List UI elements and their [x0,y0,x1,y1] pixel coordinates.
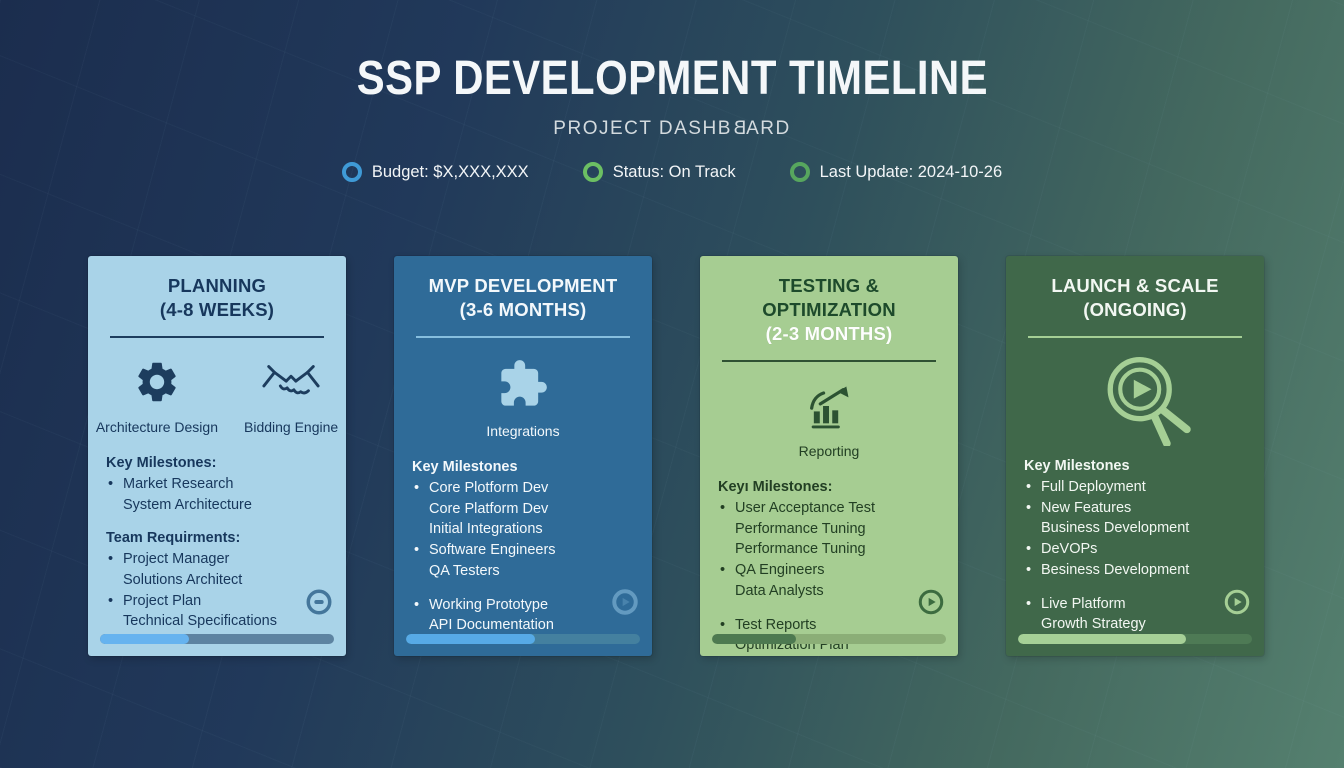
card-duration: (2-3 MONTHS) [765,323,893,345]
milestones-list: Key Milestones Core Plotform Dev Core Pl… [412,457,634,636]
icon-caption: Architecture Design [95,419,218,436]
icon-caption: Reporting [798,443,860,460]
last-update-label: Last Update: 2024-10-26 [819,162,1003,181]
milestone-item: Technical Specifications [123,613,277,630]
milestone-item: Initial Integrations [429,521,543,538]
milestones-list: Key Milestones Full Deployment New Featu… [1024,456,1246,635]
milestone-item: API Documentation [429,617,554,634]
chart-growth-icon [803,382,855,435]
budget-label: Budget: $X,XXX,XXX [371,162,529,181]
milestones-heading: Key Milestones [412,459,518,476]
milestone-item: Core Platform Dev [429,500,549,517]
milestone-item: Project Manager [106,549,328,570]
progress-fill [1018,634,1187,644]
status-badges-row: Budget: $X,XXX,XXX Status: On Track Last… [0,162,1344,182]
milestone-item: Data Analysts [735,582,824,599]
divider [416,336,630,339]
milestone-item: Performance Tuning [735,520,866,537]
team-requirements-heading: Team Requirments: [106,530,241,547]
progress-fill [406,634,535,644]
last-update-ring-icon [789,162,810,182]
milestones-heading: Key Milestones: [106,455,217,472]
divider [722,360,936,363]
play-cursor-icon [1090,357,1208,450]
card-duration: (4-8 WEEKS) [159,299,275,321]
play-circle-icon[interactable] [1223,588,1251,616]
status-label: Status: On Track [612,162,736,181]
budget-badge: Budget: $X,XXX,XXX [341,162,529,182]
dashboard-header: SSP DEVELOPMENT TIMELINE PROJECT DASHBBA… [0,0,1344,182]
milestone-item: Growth Strategy [1041,616,1146,633]
card-title: LAUNCH & SCALE [1051,275,1219,296]
milestone-item: Performance Tuning [735,541,866,558]
milestones-heading: Key Milestones [1024,458,1130,475]
milestone-item: Core Plotform Dev [412,478,634,499]
timeline-cards-row: PLANNING (4-8 WEEKS) Architecture Design [88,256,1268,656]
gear-icon [133,358,181,411]
milestone-item: Business Development [1041,520,1190,537]
milestone-item: DeVOPs [1024,539,1246,560]
handshake-icon [260,362,322,411]
last-update-badge: Last Update: 2024-10-26 [789,162,1003,182]
divider [110,336,324,339]
milestone-item: User Acceptance Test [718,498,940,519]
milestone-item: QA Testers [429,562,500,579]
milestone-item: Working Prototype [412,595,634,616]
play-circle-icon[interactable] [611,588,639,616]
milestone-item: Market Research [106,474,328,495]
progress-bar [100,634,334,644]
milestones-list: Key Milestones: Market Research System A… [106,453,328,632]
milestone-item: Solutions Architect [123,571,243,588]
card-duration: (ONGOING) [1083,299,1187,321]
milestone-item: QA Engineers [718,560,940,581]
milestone-item: Live Platform [1024,594,1246,615]
minus-circle-icon[interactable] [305,588,333,616]
card-launch-scale: LAUNCH & SCALE (ONGOING) Key Milestones … [1006,256,1264,656]
milestone-item: Full Deployment [1024,477,1246,498]
status-ring-icon [582,162,603,182]
card-testing-optimization: TESTING & OPTIMIZATION (2-3 MONTHS) [700,256,958,656]
divider [1028,336,1242,339]
milestone-item: Software Engineers [412,540,634,561]
page-subtitle: PROJECT DASHBBARD [553,118,791,139]
card-duration: (3-6 MONTHS) [459,299,587,321]
play-circle-icon[interactable] [917,588,945,616]
progress-fill [100,634,189,644]
progress-bar [1018,634,1252,644]
mirrored-b-glyph: B [731,118,747,139]
icon-caption: Integrations [486,423,560,440]
status-badge: Status: On Track [582,162,736,182]
progress-bar [712,634,946,644]
card-title: PLANNING [167,275,267,296]
card-mvp-development: MVP DEVELOPMENT (3-6 MONTHS) Integration… [394,256,652,656]
progress-fill [712,634,797,644]
milestones-list: Keyı Milestones: User Acceptance Test Pe… [718,477,940,656]
card-title: MVP DEVELOPMENT [428,275,618,296]
page-title: SSP DEVELOPMENT TIMELINE [356,49,988,105]
milestones-heading: Keyı Milestones: [718,479,833,496]
milestone-item: Besiness Development [1024,560,1246,581]
milestone-item: Project Plan [106,591,328,612]
card-planning: PLANNING (4-8 WEEKS) Architecture Design [88,256,346,656]
card-title: TESTING & OPTIMIZATION [762,275,896,321]
puzzle-icon [497,358,549,415]
progress-bar [406,634,640,644]
budget-ring-icon [341,162,362,182]
milestone-item: New Features [1024,498,1246,519]
icon-caption: Bidding Engine [244,419,339,436]
milestone-item: Test Reports [718,615,940,636]
milestone-item: System Architecture [123,496,252,513]
